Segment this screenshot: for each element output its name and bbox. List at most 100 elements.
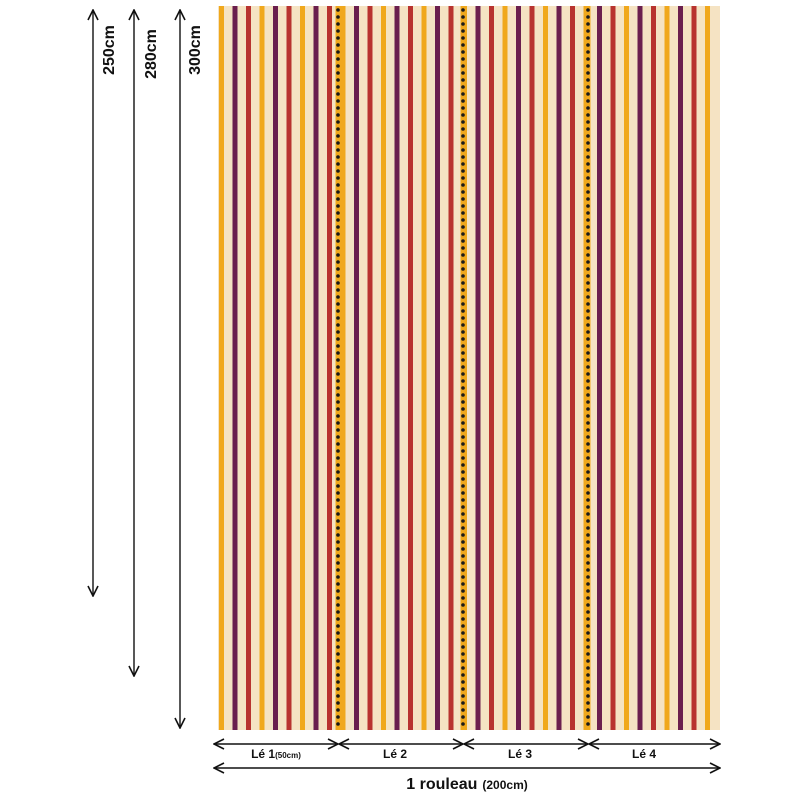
seam-dot bbox=[461, 211, 465, 215]
seam-dot bbox=[461, 547, 465, 551]
seam-dot bbox=[586, 43, 590, 47]
seam-dot bbox=[336, 673, 340, 677]
seam-dot bbox=[586, 379, 590, 383]
wallpaper-stripe bbox=[381, 6, 386, 730]
seam-dot bbox=[336, 470, 340, 474]
seam-dot bbox=[336, 337, 340, 341]
seam-dot bbox=[461, 113, 465, 117]
seam-dot bbox=[461, 358, 465, 362]
seam-dot bbox=[336, 540, 340, 544]
seam-dot bbox=[336, 260, 340, 264]
seam-dot bbox=[336, 491, 340, 495]
wallpaper-stripe bbox=[367, 6, 373, 730]
seam-dot bbox=[461, 687, 465, 691]
seam-dot bbox=[336, 253, 340, 257]
seam-dot bbox=[336, 526, 340, 530]
seam-dot bbox=[336, 519, 340, 523]
seam-dot bbox=[461, 106, 465, 110]
wallpaper-stripe bbox=[259, 6, 265, 730]
seam-dot bbox=[336, 15, 340, 19]
seam-dot bbox=[586, 540, 590, 544]
roll-label: 1 rouleau (200cm) bbox=[406, 776, 528, 793]
wallpaper-stripe bbox=[421, 6, 427, 730]
seam-dot bbox=[336, 50, 340, 54]
seam-dot bbox=[461, 365, 465, 369]
seam-dot bbox=[586, 687, 590, 691]
seam-dot bbox=[461, 533, 465, 537]
seam-dot bbox=[586, 78, 590, 82]
seam-dot bbox=[461, 351, 465, 355]
seam-dot bbox=[336, 722, 340, 726]
seam-dot bbox=[336, 323, 340, 327]
seam-dot bbox=[336, 29, 340, 33]
seam-dot bbox=[336, 386, 340, 390]
seam-dot bbox=[586, 358, 590, 362]
seam-dot bbox=[336, 43, 340, 47]
seam-dot bbox=[336, 330, 340, 334]
seam-dot bbox=[336, 316, 340, 320]
wallpaper-stripe bbox=[678, 6, 683, 730]
seam-dot bbox=[586, 407, 590, 411]
seam-dot bbox=[586, 64, 590, 68]
wallpaper-stripe bbox=[651, 6, 656, 730]
seam-dot bbox=[461, 155, 465, 159]
wallpaper-stripe bbox=[516, 6, 521, 730]
wallpaper-stripe bbox=[340, 6, 346, 730]
height-300-label: 300cm bbox=[187, 25, 204, 75]
seam-dot bbox=[336, 393, 340, 397]
strip-1-width-note: (50cm) bbox=[275, 751, 301, 760]
seam-dot bbox=[586, 323, 590, 327]
seam-dot bbox=[586, 673, 590, 677]
seam-dot bbox=[461, 323, 465, 327]
seam-dot bbox=[336, 505, 340, 509]
seam-dot bbox=[336, 204, 340, 208]
seam-dot bbox=[336, 225, 340, 229]
seam-dot bbox=[461, 673, 465, 677]
seam-dot bbox=[461, 246, 465, 250]
seam-dot bbox=[461, 50, 465, 54]
seam-dot bbox=[586, 260, 590, 264]
seam-dot bbox=[586, 295, 590, 299]
seam-dot bbox=[336, 211, 340, 215]
seam-dot bbox=[586, 547, 590, 551]
seam-dot bbox=[336, 603, 340, 607]
seam-dot bbox=[586, 617, 590, 621]
seam-dot bbox=[461, 512, 465, 516]
seam-dot bbox=[586, 239, 590, 243]
seam-dot bbox=[586, 589, 590, 593]
seam-dot bbox=[461, 78, 465, 82]
seam-dot bbox=[336, 498, 340, 502]
seam-dot bbox=[461, 463, 465, 467]
seam-dot bbox=[461, 316, 465, 320]
wallpaper-stripe bbox=[435, 6, 440, 730]
seam-dot bbox=[586, 127, 590, 131]
seam-dot bbox=[586, 253, 590, 257]
seam-dot bbox=[336, 624, 340, 628]
seam-dot bbox=[461, 162, 465, 166]
seam-dot bbox=[336, 351, 340, 355]
seam-dot bbox=[336, 554, 340, 558]
seam-dot bbox=[461, 176, 465, 180]
seam-dot bbox=[336, 512, 340, 516]
seam-dot bbox=[586, 400, 590, 404]
seam-dot bbox=[336, 309, 340, 313]
seam-dot bbox=[461, 197, 465, 201]
seam-dot bbox=[586, 274, 590, 278]
seam-dot bbox=[586, 337, 590, 341]
seam-dot bbox=[336, 302, 340, 306]
seam-dot bbox=[461, 519, 465, 523]
seam-dot bbox=[586, 225, 590, 229]
seam-dot bbox=[461, 344, 465, 348]
seam-dot bbox=[586, 176, 590, 180]
seam-dot bbox=[336, 288, 340, 292]
seam-dot bbox=[461, 526, 465, 530]
seam-dot bbox=[586, 638, 590, 642]
wallpaper-stripe bbox=[556, 6, 562, 730]
seam-dot bbox=[586, 316, 590, 320]
seam-dot bbox=[336, 379, 340, 383]
wallpaper-stripe bbox=[502, 6, 508, 730]
seam-dot bbox=[461, 631, 465, 635]
roll-width-note: (200cm) bbox=[482, 778, 527, 792]
seam-dot bbox=[461, 85, 465, 89]
seam-dot bbox=[336, 85, 340, 89]
